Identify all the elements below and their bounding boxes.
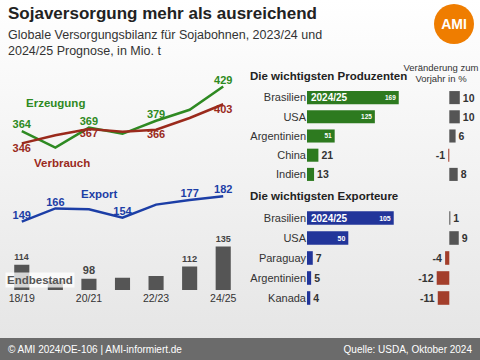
svg-text:125: 125: [361, 113, 372, 120]
svg-text:China: China: [277, 149, 307, 161]
svg-text:13: 13: [317, 168, 329, 180]
svg-text:Brasilien: Brasilien: [264, 212, 306, 224]
svg-text:154: 154: [113, 205, 132, 217]
svg-text:Export: Export: [81, 188, 118, 200]
svg-text:182: 182: [214, 183, 232, 195]
html-text:Quelle: USDA, Oktober 2024: Quelle: USDA, Oktober 2024: [343, 343, 472, 355]
html-text:AMI: AMI: [441, 16, 467, 32]
html-text:Globale Versorgungsbilanz für: Globale Versorgungsbilanz für Sojabohnen…: [8, 28, 323, 42]
svg-text:Argentinien: Argentinien: [250, 272, 306, 284]
svg-text:50: 50: [338, 235, 346, 242]
svg-text:135: 135: [216, 234, 231, 244]
svg-text:9: 9: [462, 232, 468, 244]
svg-text:Paraguay: Paraguay: [259, 252, 307, 264]
svg-text:369: 369: [80, 115, 98, 127]
svg-text:10: 10: [463, 92, 475, 104]
svg-text:Brasilien: Brasilien: [264, 91, 306, 103]
svg-text:367: 367: [80, 127, 98, 139]
svg-text:Erzeugung: Erzeugung: [26, 97, 85, 109]
html-text:Sojaversorgung mehr als ausrei: Sojaversorgung mehr als ausreichend: [8, 4, 317, 23]
svg-text:10: 10: [463, 111, 475, 123]
svg-text:2024/25: 2024/25: [311, 213, 348, 224]
html-text:Die wichtigsten Exporteure: Die wichtigsten Exporteure: [250, 190, 399, 202]
svg-text:149: 149: [13, 209, 31, 221]
svg-text:Verbrauch: Verbrauch: [34, 157, 90, 169]
svg-text:4: 4: [313, 292, 319, 304]
svg-text:-11: -11: [420, 292, 435, 304]
svg-text:18/19: 18/19: [9, 292, 35, 304]
svg-text:-1: -1: [436, 149, 445, 161]
svg-text:114: 114: [14, 252, 28, 262]
svg-text:5: 5: [314, 272, 320, 284]
svg-text:20/21: 20/21: [76, 292, 102, 304]
svg-text:-4: -4: [433, 252, 442, 264]
svg-text:21: 21: [321, 149, 333, 161]
svg-text:112: 112: [182, 254, 197, 264]
svg-text:7: 7: [316, 252, 322, 264]
html-text:Veränderung zum Vorjahr in %: Veränderung zum Vorjahr in %: [403, 62, 479, 84]
html-text:2024/25 Prognose, in Mio. t: 2024/25 Prognose, in Mio. t: [8, 44, 161, 58]
svg-text:Argentinien: Argentinien: [250, 130, 306, 142]
html-text:© AMI 2024/OE-106 | AMI-inform: © AMI 2024/OE-106 | AMI-informiert.de: [8, 343, 182, 355]
svg-text:51: 51: [324, 132, 332, 139]
svg-text:1: 1: [453, 212, 459, 224]
svg-text:166: 166: [46, 196, 64, 208]
svg-text:429: 429: [214, 74, 232, 86]
svg-text:24/25: 24/25: [210, 292, 236, 304]
svg-text:Kanada: Kanada: [268, 292, 307, 304]
svg-text:-12: -12: [418, 272, 433, 284]
svg-text:177: 177: [180, 187, 198, 199]
html-text:Die wichtigsten Produzenten: Die wichtigsten Produzenten: [250, 70, 408, 82]
svg-text:403: 403: [214, 103, 232, 115]
svg-text:169: 169: [385, 94, 396, 101]
svg-text:105: 105: [379, 215, 391, 222]
svg-text:364: 364: [13, 118, 32, 130]
svg-text:8: 8: [461, 168, 467, 180]
svg-text:366: 366: [147, 128, 165, 140]
svg-text:Endbestand: Endbestand: [7, 274, 73, 286]
svg-text:USA: USA: [283, 111, 306, 123]
svg-text:Indien: Indien: [276, 168, 306, 180]
svg-text:22/23: 22/23: [143, 292, 169, 304]
svg-text:346: 346: [13, 142, 31, 154]
svg-text:98: 98: [83, 264, 95, 276]
svg-text:6: 6: [459, 130, 465, 142]
svg-text:USA: USA: [283, 232, 306, 244]
svg-text:379: 379: [147, 108, 165, 120]
svg-text:2024/25: 2024/25: [311, 92, 348, 103]
